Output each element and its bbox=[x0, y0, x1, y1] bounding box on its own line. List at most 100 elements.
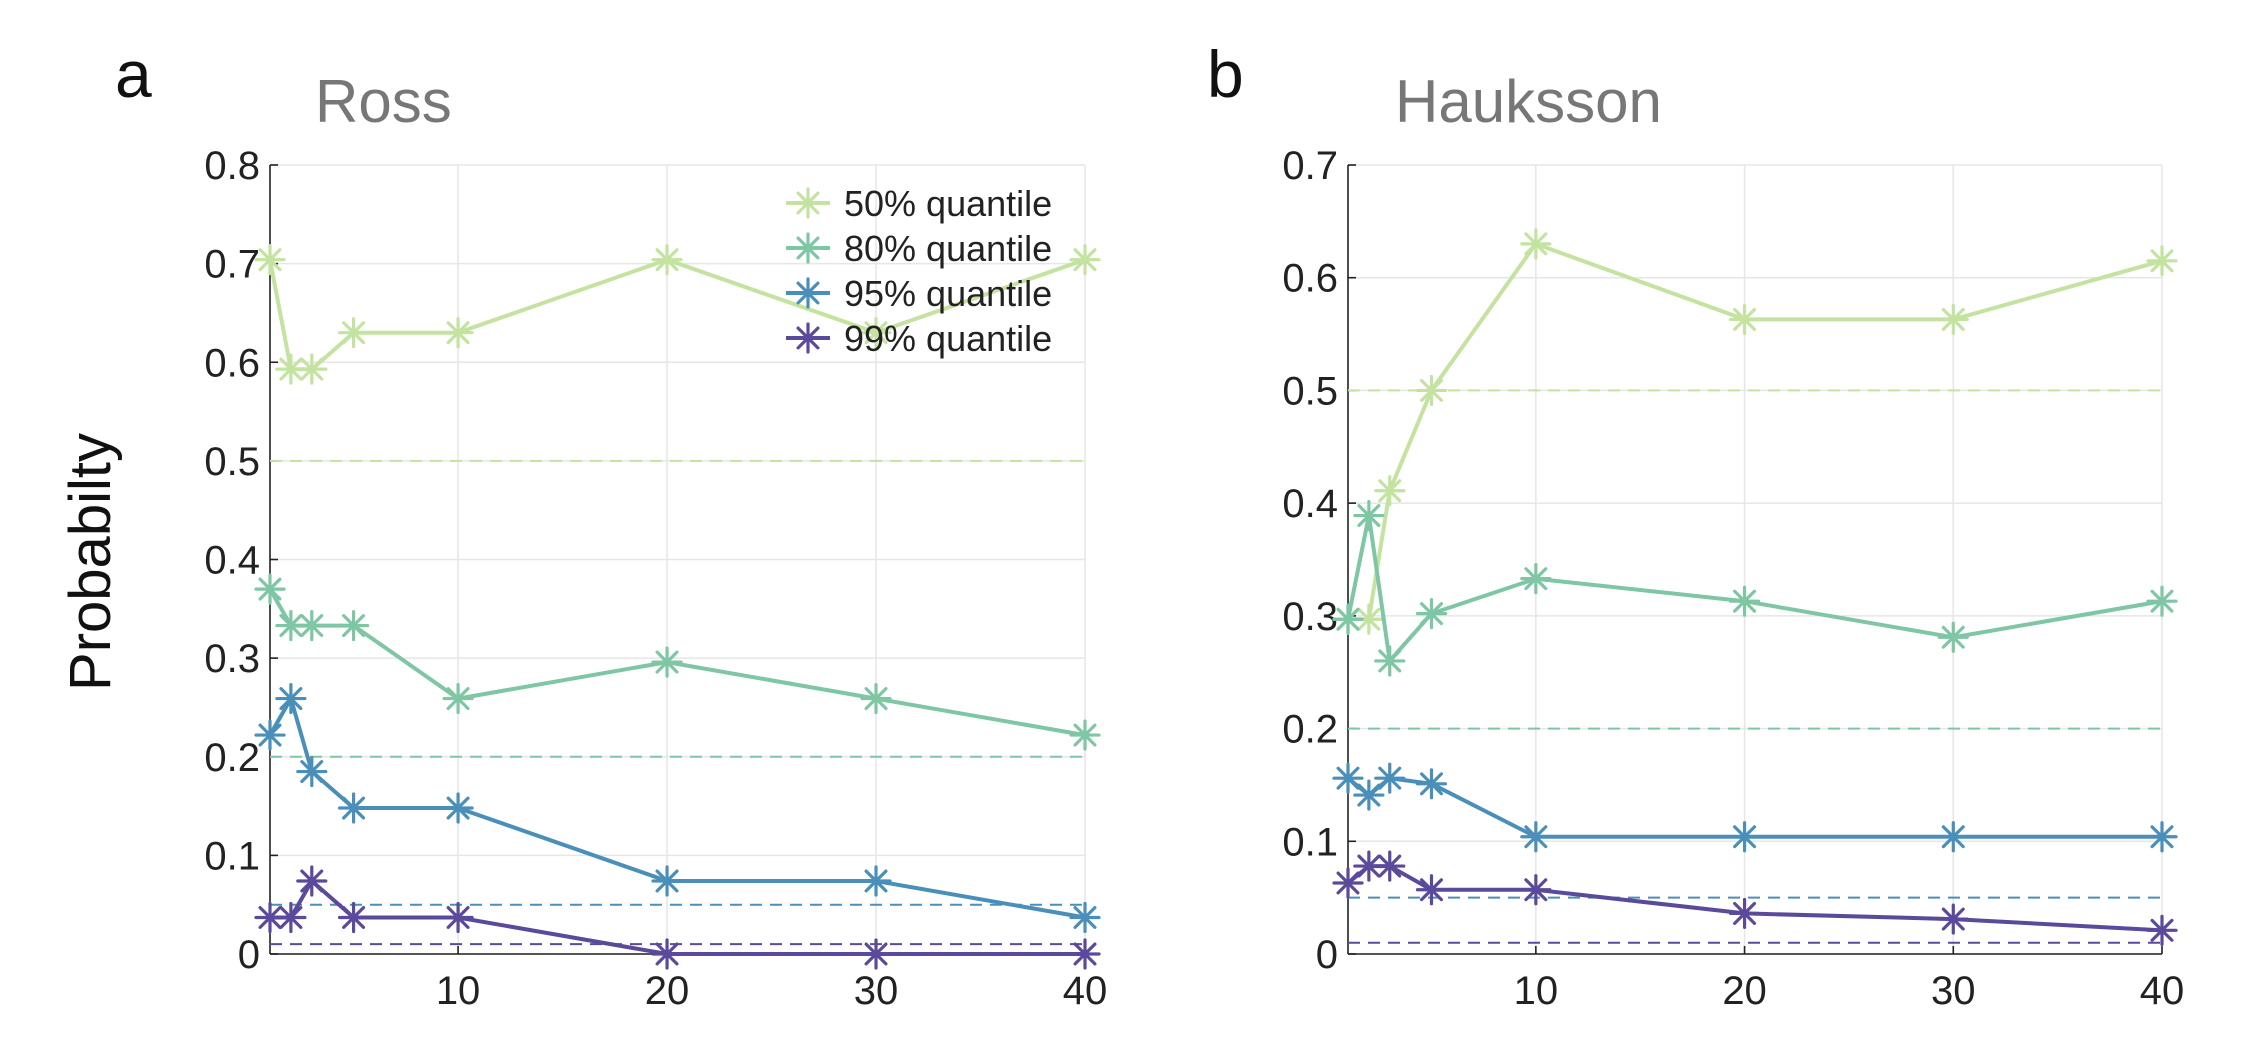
data-point bbox=[860, 865, 892, 897]
series-1 bbox=[254, 573, 1101, 751]
series-line bbox=[1348, 241, 2163, 622]
panel-label: b bbox=[1207, 37, 1244, 111]
series-line bbox=[268, 696, 1086, 920]
data-point bbox=[651, 244, 683, 276]
data-point bbox=[442, 901, 474, 934]
data-point bbox=[651, 646, 683, 678]
y-tick-label: 0.2 bbox=[204, 736, 260, 780]
y-tick-label: 0.6 bbox=[1282, 257, 1338, 301]
x-tick-label: 20 bbox=[645, 969, 690, 1013]
legend-marker bbox=[792, 277, 824, 309]
panel-label: a bbox=[115, 37, 152, 111]
data-point bbox=[442, 792, 474, 824]
data-point bbox=[296, 865, 328, 897]
series-2 bbox=[254, 682, 1101, 934]
legend-label: 95% quantile bbox=[844, 273, 1052, 314]
data-point bbox=[296, 353, 328, 385]
series-1 bbox=[1332, 499, 2178, 677]
series-line bbox=[270, 879, 1085, 956]
x-tick-label: 30 bbox=[1931, 969, 1976, 1013]
chart-title: Ross bbox=[315, 68, 452, 135]
y-tick-label: 0.5 bbox=[204, 440, 260, 484]
panel-a: a Ross 0 0.1 0.2 0.3 0.4 0.5 0.6 0.7 0.8 10 20 30 40 50… bbox=[115, 37, 1107, 1013]
legend-item: 95% quantile bbox=[786, 273, 1052, 314]
data-point bbox=[442, 682, 474, 715]
data-point bbox=[2146, 245, 2178, 277]
x-tick-label: 40 bbox=[2140, 969, 2185, 1013]
data-point bbox=[442, 317, 474, 349]
data-point bbox=[2146, 914, 2178, 946]
data-point bbox=[1728, 897, 1761, 930]
series-2 bbox=[1332, 762, 2178, 853]
data-point bbox=[1069, 938, 1101, 970]
data-point bbox=[1332, 867, 1364, 899]
legend-marker bbox=[792, 232, 824, 264]
data-point bbox=[1520, 821, 1552, 853]
y-tick-label: 0.8 bbox=[204, 144, 260, 188]
data-point bbox=[1937, 821, 1969, 853]
legend-marker bbox=[792, 187, 824, 219]
data-point bbox=[1374, 645, 1406, 677]
legend-item: 50% quantile bbox=[786, 183, 1052, 224]
data-point bbox=[275, 353, 307, 385]
data-point bbox=[1415, 598, 1448, 630]
data-point bbox=[1069, 901, 1101, 934]
data-point bbox=[1520, 874, 1552, 906]
series-0 bbox=[1332, 228, 2178, 635]
series-3 bbox=[254, 865, 1101, 970]
legend-marker bbox=[792, 322, 824, 354]
data-point bbox=[651, 938, 683, 970]
data-point bbox=[337, 792, 370, 824]
data-point bbox=[1937, 621, 1969, 653]
data-point bbox=[254, 573, 286, 605]
y-tick-label: 0.5 bbox=[1282, 369, 1338, 413]
y-tick-label: 0.7 bbox=[1282, 144, 1338, 188]
data-point bbox=[1353, 779, 1385, 811]
y-tick-label: 0.1 bbox=[1282, 820, 1338, 864]
data-point bbox=[1353, 603, 1385, 635]
figure-ylabel: Probabilty bbox=[58, 433, 123, 691]
data-point bbox=[337, 901, 370, 934]
legend-label: 99% quantile bbox=[844, 318, 1052, 359]
y-tick-label: 0 bbox=[238, 933, 260, 977]
legend-label: 80% quantile bbox=[844, 228, 1052, 269]
x-tick-label: 10 bbox=[1514, 969, 1559, 1013]
data-point bbox=[1332, 603, 1364, 635]
y-tick-label: 0.4 bbox=[1282, 482, 1338, 526]
legend-item: 99% quantile bbox=[786, 318, 1052, 359]
data-point bbox=[1353, 499, 1385, 532]
series-line bbox=[1346, 513, 2163, 663]
data-point bbox=[254, 244, 286, 276]
data-point bbox=[860, 317, 892, 349]
data-point bbox=[1937, 903, 1969, 935]
data-point bbox=[1332, 762, 1364, 794]
data-point bbox=[275, 901, 307, 934]
y-tick-label: 0.3 bbox=[1282, 595, 1338, 639]
x-tick-label: 30 bbox=[854, 969, 899, 1013]
data-point bbox=[1415, 874, 1448, 906]
x-tick-label: 40 bbox=[1063, 969, 1108, 1013]
data-point bbox=[337, 317, 370, 349]
y-tick-label: 0.6 bbox=[204, 341, 260, 385]
data-point bbox=[1415, 768, 1448, 800]
data-point bbox=[860, 938, 892, 970]
series-0 bbox=[254, 244, 1101, 385]
data-point bbox=[651, 865, 683, 897]
data-point bbox=[2146, 585, 2178, 617]
data-point bbox=[860, 682, 892, 715]
data-point bbox=[1937, 303, 1969, 336]
data-point bbox=[1520, 563, 1552, 595]
y-tick-label: 0.7 bbox=[204, 243, 260, 287]
data-point bbox=[1728, 303, 1761, 336]
legend-item: 80% quantile bbox=[786, 228, 1052, 269]
y-tick-label: 0.1 bbox=[204, 834, 260, 878]
series-3 bbox=[1332, 850, 2178, 946]
data-point bbox=[1069, 719, 1101, 751]
y-tick-label: 0.2 bbox=[1282, 708, 1338, 752]
data-point bbox=[1728, 821, 1761, 853]
x-tick-label: 10 bbox=[436, 969, 481, 1013]
y-tick-label: 0.4 bbox=[204, 539, 260, 583]
panel-b: b Hauksson 0 0.1 0.2 0.3 0.4 0.5 0.6 0.7 10 20 30 40 bbox=[1207, 37, 2184, 1013]
